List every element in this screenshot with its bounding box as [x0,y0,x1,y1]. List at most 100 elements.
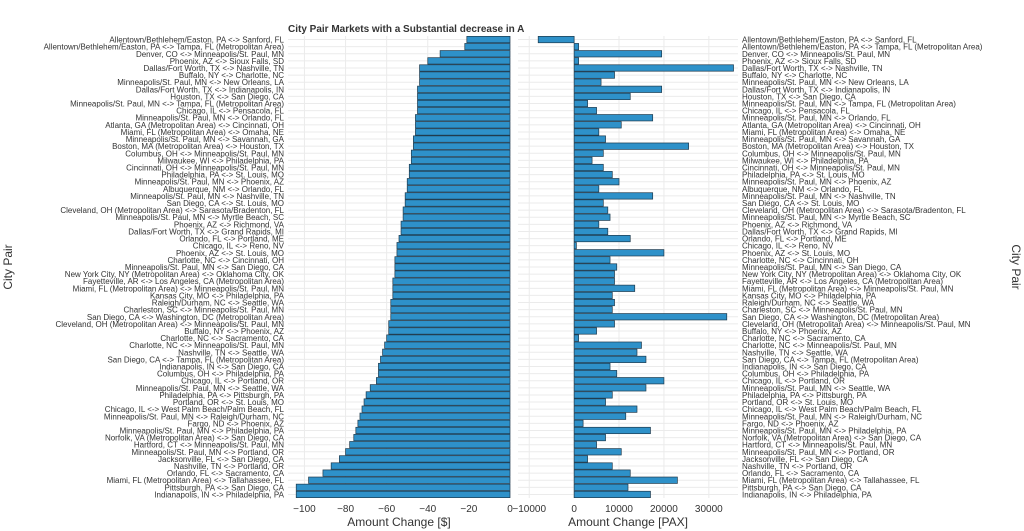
category-label: Dallas/Fort Worth, TX <-> Grand Rapids, … [742,227,898,236]
category-label: Hartford, CT <-> Minneapolis/St. Paul, M… [742,441,892,450]
category-label: Indianapolis, IN <-> Philadelphia, PA [742,490,872,499]
bar [361,405,511,413]
category-label: Minneapolis/St. Paul, MN <-> Tampa, FL (… [742,100,956,109]
bar [410,156,511,164]
category-label: Phoenix, AZ <-> St. Louis, MO [742,249,850,258]
bar [466,36,511,44]
category-label: Norfolk, VA (Metropolitan Area) <-> San … [105,434,285,443]
bar [573,71,615,79]
bar [419,78,511,86]
category-label: Cincinnati, OH <-> Minneapolis/St. Paul,… [742,163,900,172]
x-tick-label: −80 [337,504,354,515]
category-label: Philadelphia, PA <-> St. Louis, MO [161,171,284,180]
category-label: Cleveland, OH (Metropolitan Area) <-> Sa… [742,206,966,215]
category-label: Chicago, IL <-> Pensacola, FL [176,107,284,116]
category-label: Orlando, FL <-> Portland, ME [742,235,847,244]
bar [573,156,593,164]
category-label: Denver, CO <-> Minneapolis/St. Paul, MN [742,50,890,59]
bar [573,92,631,100]
category-label: Minneapolis/St. Paul, MN <-> Nashville, … [130,192,284,201]
category-label: Minneapolis/St. Paul, MN <-> Portland, O… [131,448,284,457]
bar [369,384,511,392]
bar [573,85,663,93]
category-label: Portland, OR <-> St. Louis, MO [742,398,853,407]
bar [419,71,511,79]
bar [573,370,618,378]
category-label: Miami, FL (Metropolitan Area) <-> Tallah… [107,476,285,485]
category-label: Columbus, OH <-> Philadelphia, PA [742,370,870,379]
category-label: Philadelphia, PA <-> Pittsburgh, PA [159,391,284,400]
bar [573,384,647,392]
bar [573,256,611,264]
bar [573,270,615,278]
bar [573,149,604,157]
bar [573,242,577,250]
category-label: Chicago, IL <-> West Palm Beach/Palm Bea… [742,405,922,414]
category-label: Minneapolis/St. Paul, MN <-> Seattle, WA [136,384,285,393]
bar [573,178,620,186]
category-label: Denver, CO <-> Minneapolis/St. Paul, MN [136,50,284,59]
bar [573,391,613,399]
category-label: Minneapolis/St. Paul, MN <-> New Orleans… [742,78,909,87]
left-x-axis-title: Amount Change [$] [347,515,450,529]
left-category-labels: Allentown/Bethlehem/Easton, PA <-> Sanfo… [44,36,285,500]
bar [573,99,588,108]
category-label: Buffalo, NY <-> Phoenix, AZ [184,327,284,336]
category-label: Minneapolis/St. Paul, MN <-> San Diego, … [125,263,285,272]
category-label: Milwaukee, WI <-> Philadelphia, PA [157,156,284,165]
bar [573,185,600,193]
category-label: Atlanta, GA (Metropolitan Area) <-> Cinc… [105,121,284,130]
bar [390,313,511,321]
category-label: Miami, FL (Metropolitan Area) <-> Omaha,… [742,128,905,137]
bar [573,121,622,129]
bar [573,50,663,58]
bar [573,306,613,314]
bar [415,114,511,122]
category-label: San Diego, CA <-> Washington, DC (Metrop… [87,313,284,322]
category-label: Portland, OR <-> St. Louis, MO [173,398,284,407]
bar [573,263,618,271]
bar [573,405,638,413]
category-label: Chicago, IL <-> West Palm Beach/Palm Bea… [105,405,285,414]
bar [573,206,609,214]
bar [349,441,511,449]
category-label: San Diego, CA <-> Washington, DC (Metrop… [742,313,939,322]
category-label: Charleston, SC <-> Minneapolis/St. Paul,… [742,306,903,315]
bar [415,121,511,129]
x-tick-label: −40 [419,504,436,515]
category-label: Charlotte, NC <-> Minneapolis/St. Paul, … [129,341,284,350]
bar [573,43,579,51]
bar [417,92,511,100]
bar [406,178,511,186]
category-label: Miami, FL (Metropolitan Area) <-> Tallah… [742,476,920,485]
bar [439,50,511,58]
bar [388,320,511,328]
category-label: Chicago, IL <-> Pensacola, FL [742,107,850,116]
bar [573,434,606,442]
category-label: Cincinnati, OH <-> Minneapolis/St. Paul,… [126,163,284,172]
category-label: Charlotte, NC <-> Cincinnati, OH [168,256,285,265]
x-tick-label: 0 [507,504,513,515]
right-category-labels: Allentown/Bethlehem/Easton, PA <-> Sanfo… [742,36,983,500]
category-label: Columbus, OH <-> Philadelphia, PA [157,370,285,379]
bar [573,284,636,292]
category-label: Pittsburgh, PA <-> San Diego, CA [165,483,285,492]
category-label: San Diego, CA <-> St. Louis, MO [167,199,284,208]
bar [573,128,600,136]
bar [573,57,579,65]
bar [392,277,511,285]
bar [573,249,665,257]
category-label: Orlando, FL <-> Sacramento, CA [742,469,860,478]
category-label: San Diego, CA <-> Tampa, FL (Metropolita… [107,355,284,364]
bar [330,462,511,470]
category-label: Phoenix, AZ <-> Richmond, VA [174,220,285,229]
bar [415,128,511,136]
left-bars [295,36,511,498]
category-label: Albuquerque, NM <-> Orlando, FL [742,185,864,194]
category-label: Chicago, IL <-> Portland, OR [181,377,284,386]
category-label: Dallas/Fort Worth, TX <-> Indianapolis, … [742,85,890,94]
category-label: Phoenix, AZ <-> Sioux Falls, SD [170,57,284,66]
bar [404,192,511,200]
bar [353,434,511,442]
